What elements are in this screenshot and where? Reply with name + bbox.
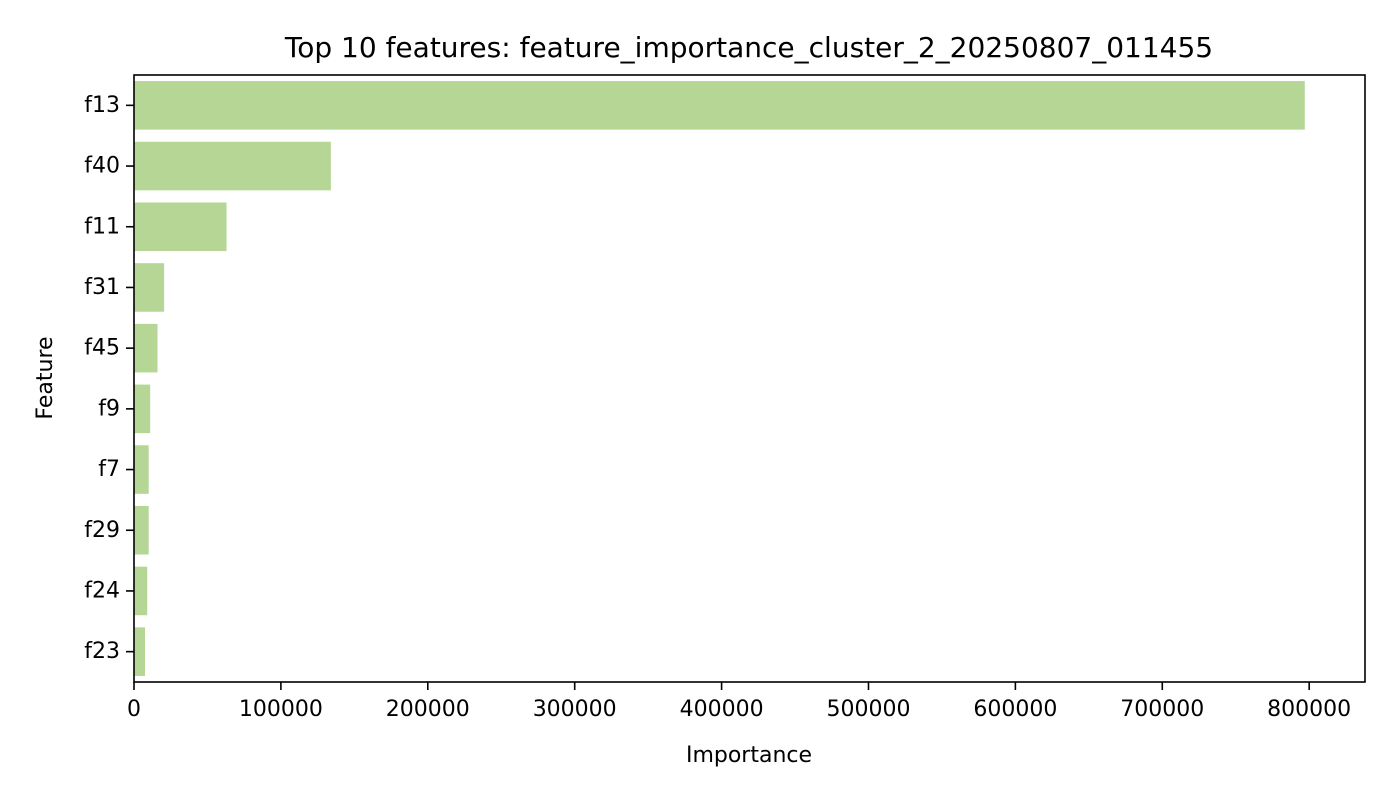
bar-f24: [134, 566, 148, 616]
x-tick-label: 400000: [680, 697, 764, 722]
y-tick-label: f7: [98, 457, 120, 482]
y-axis-label: Feature: [33, 336, 58, 419]
x-tick-label: 200000: [386, 697, 470, 722]
x-tick-label: 500000: [826, 697, 910, 722]
bar-f9: [134, 384, 151, 434]
y-tick-label: f24: [84, 578, 120, 603]
chart-title: Top 10 features: feature_importance_clus…: [284, 31, 1213, 64]
y-tick-label: f29: [84, 518, 120, 543]
x-axis-label: Importance: [686, 743, 812, 768]
plot-frame: [133, 74, 1366, 683]
bar-f40: [134, 141, 331, 191]
bar-f45: [134, 323, 158, 373]
bar-f11: [134, 202, 227, 252]
y-tick-label: f45: [84, 336, 120, 361]
x-tick-label: 0: [127, 697, 141, 722]
y-tick-label: f40: [84, 154, 120, 179]
y-tick-label: f11: [84, 214, 120, 239]
x-axis-ticks: 0 100000 200000 300000 400000 500000 600000 700…: [127, 682, 1351, 722]
bar-f31: [134, 263, 165, 312]
bars-group: [134, 81, 1305, 676]
y-tick-label: f9: [98, 396, 120, 421]
bar-f29: [134, 505, 149, 555]
bar-f23: [134, 627, 146, 676]
y-tick-label: f23: [84, 639, 120, 664]
x-tick-label: 600000: [973, 697, 1057, 722]
y-tick-label: f31: [84, 275, 120, 300]
y-tick-label: f13: [84, 93, 120, 118]
x-tick-label: 300000: [533, 697, 617, 722]
x-tick-label: 700000: [1120, 697, 1204, 722]
x-tick-label: 800000: [1267, 697, 1351, 722]
bar-f13: [134, 81, 1305, 130]
bar-f7: [134, 445, 149, 494]
y-axis-ticks: f13 f40 f11 f31 f45 f9 f7 f29 f24 f23: [84, 93, 134, 664]
x-tick-label: 100000: [239, 697, 323, 722]
